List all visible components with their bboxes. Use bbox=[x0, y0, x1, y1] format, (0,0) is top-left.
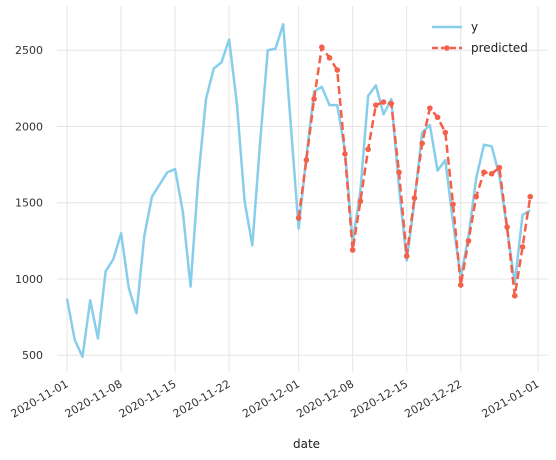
series-point-predicted bbox=[342, 151, 348, 157]
series-point-predicted bbox=[311, 96, 317, 102]
y-tick-label: 1000 bbox=[15, 273, 43, 286]
y-tick-label: 2000 bbox=[15, 120, 43, 133]
y-tick-label: 2500 bbox=[15, 44, 43, 57]
x-tick-label: 2020-11-01 bbox=[9, 377, 71, 420]
series-point-predicted bbox=[481, 169, 487, 176]
series-point-predicted bbox=[427, 105, 433, 111]
x-tick-label: 2020-12-22 bbox=[402, 377, 464, 420]
series-point-predicted bbox=[488, 170, 495, 177]
series-point-predicted bbox=[442, 129, 449, 136]
x-tick-label: 2020-12-08 bbox=[294, 377, 356, 420]
series-point-predicted bbox=[349, 247, 356, 253]
series-group bbox=[65, 23, 534, 358]
series-point-predicted bbox=[450, 201, 456, 208]
series-point-predicted bbox=[303, 157, 310, 163]
grid bbox=[57, 6, 548, 372]
series-point-predicted bbox=[319, 44, 325, 50]
series-point-predicted bbox=[465, 238, 472, 244]
series-point-predicted bbox=[496, 164, 503, 171]
y-tick-label: 500 bbox=[22, 349, 43, 362]
x-tick-label: 2020-12-15 bbox=[348, 377, 410, 420]
series-point-predicted bbox=[419, 140, 425, 147]
series-point-predicted bbox=[504, 224, 510, 230]
series-point-predicted bbox=[457, 282, 464, 288]
legend-marker-predicted bbox=[444, 45, 450, 51]
series-point-predicted bbox=[326, 55, 333, 61]
axes: 50010001500200025002020-11-012020-11-082… bbox=[9, 44, 542, 420]
x-tick-label: 2020-11-08 bbox=[63, 377, 125, 420]
legend: y predicted bbox=[432, 20, 528, 55]
series-point-predicted bbox=[373, 102, 379, 108]
series-point-predicted bbox=[527, 193, 534, 200]
series-point-predicted bbox=[295, 215, 302, 221]
series-point-predicted bbox=[411, 195, 418, 201]
series-line-predicted bbox=[297, 45, 532, 297]
series-point-predicted bbox=[396, 169, 402, 176]
y-tick-label: 1500 bbox=[15, 197, 43, 210]
x-tick-label: 2020-12-01 bbox=[240, 377, 302, 420]
series-line-y bbox=[65, 23, 531, 358]
series-point-predicted bbox=[434, 114, 441, 121]
legend-label-predicted: predicted bbox=[471, 41, 528, 55]
series-point-predicted bbox=[388, 100, 395, 107]
series-point-predicted bbox=[380, 99, 387, 105]
legend-label-y: y bbox=[471, 20, 478, 34]
x-tick-label: 2020-11-15 bbox=[117, 377, 179, 420]
x-tick-label: 2020-11-22 bbox=[171, 377, 233, 420]
series-point-predicted bbox=[334, 67, 341, 73]
series-point-predicted bbox=[512, 292, 518, 299]
series-point-predicted bbox=[357, 198, 364, 204]
series-point-predicted bbox=[365, 146, 371, 153]
series-point-predicted bbox=[403, 253, 410, 259]
series-point-predicted bbox=[473, 193, 480, 200]
x-axis-title: date bbox=[293, 437, 320, 451]
x-tick-label: 2021-01-01 bbox=[480, 377, 542, 420]
series-point-predicted bbox=[519, 244, 526, 250]
